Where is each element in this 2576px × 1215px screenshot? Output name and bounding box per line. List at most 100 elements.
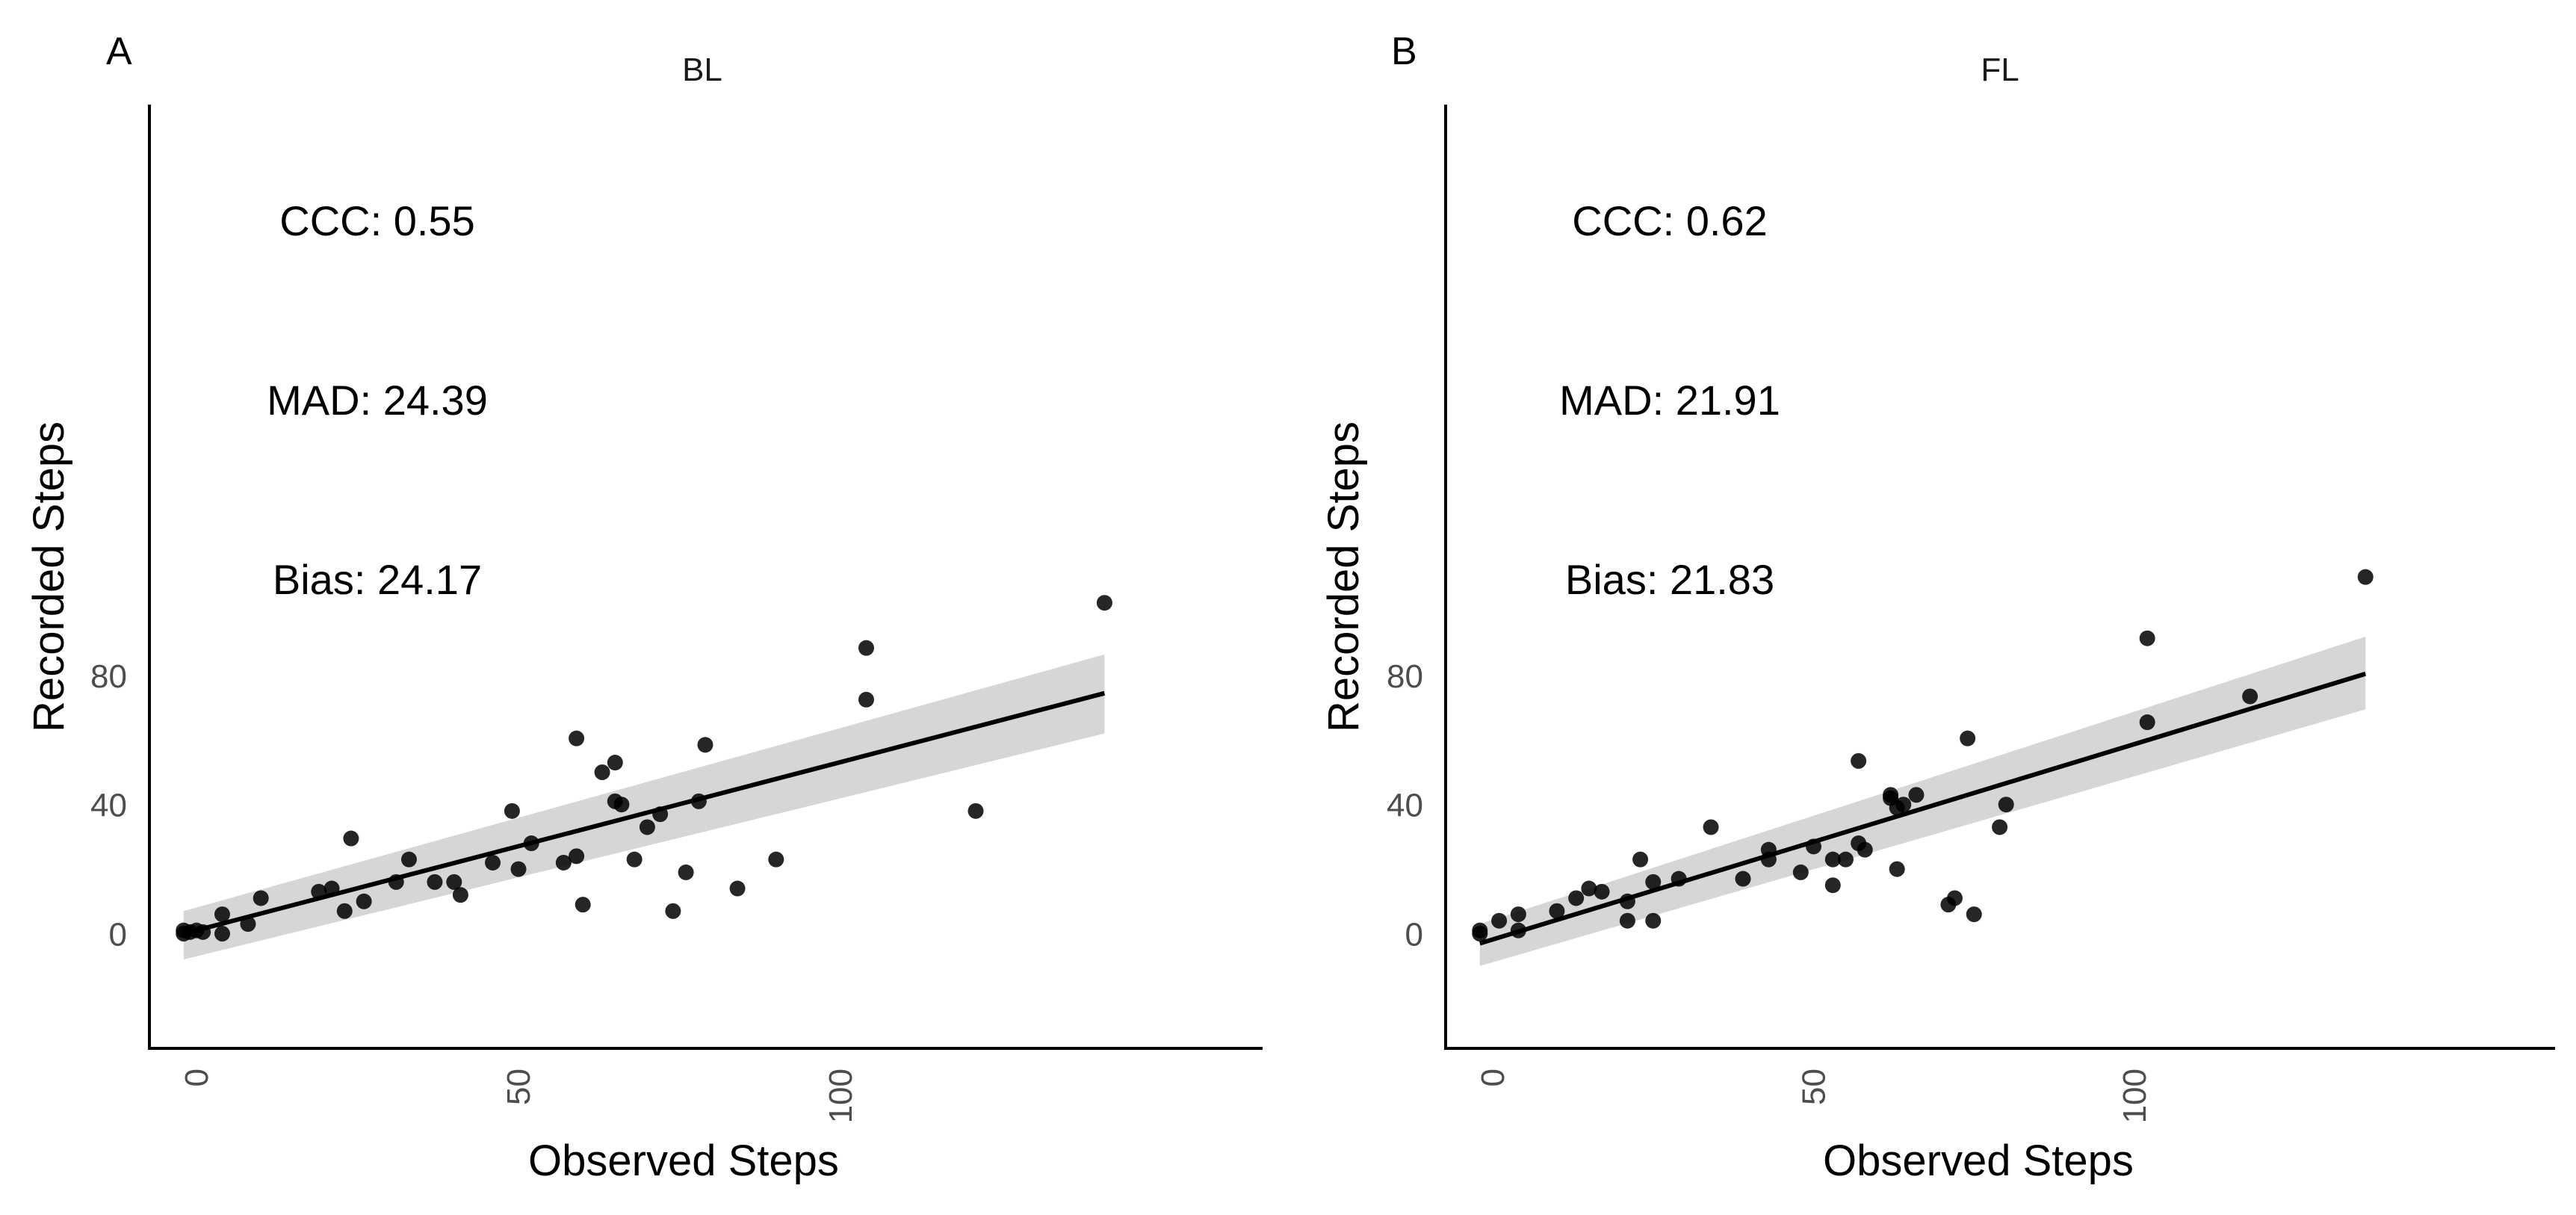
regression-line [183,690,1106,936]
data-point [452,887,468,903]
data-point [1568,890,1585,906]
confidence-band [183,654,1105,960]
data-point [2139,714,2155,731]
data-point [607,755,623,771]
x-tick-label: 50 [501,1069,537,1105]
data-point [1472,926,1488,942]
data-point [1895,797,1912,813]
data-point [1889,861,1905,877]
x-tick-labels: 0 50 100 [1475,1069,2153,1123]
panel-a: A BL CCC: 0.55 MAD: 24.39 Bias: 24.17 0 5… [25,30,1263,1185]
data-point [678,864,694,880]
data-point [569,730,585,746]
data-point [1908,787,1925,803]
x-tick-label: 100 [2117,1069,2153,1123]
data-point [253,890,269,906]
bias-annotation: Bias: 21.83 [1565,556,1774,603]
data-point [613,797,630,813]
data-point [1096,595,1112,611]
bias-annotation: Bias: 24.17 [273,556,482,603]
plot-area [1472,569,2374,966]
data-point [858,691,874,708]
x-tick-label: 0 [179,1069,215,1086]
data-point [1966,906,1982,923]
data-point [1857,841,1873,858]
x-axis-title: Observed Steps [1823,1137,2134,1185]
data-point [427,874,443,890]
data-point [729,880,746,897]
data-point [665,903,681,919]
data-point [555,854,572,871]
panel-title: FL [1981,52,2019,88]
mad-annotation: MAD: 21.91 [1559,377,1780,424]
data-point [510,861,527,877]
data-point [626,851,643,868]
data-point [1703,819,1719,835]
data-point [1632,851,1649,868]
x-tick-label: 0 [1475,1069,1511,1086]
data-point [1960,730,1976,746]
panel-label: A [106,30,132,73]
data-point [343,830,359,847]
y-tick-label: 0 [1405,917,1423,953]
y-tick-labels: 0 40 80 [90,658,127,953]
data-point [2139,630,2155,646]
data-point [1549,903,1565,919]
y-tick-label: 0 [109,917,127,953]
data-point [1645,912,1662,929]
x-tick-label: 100 [823,1069,859,1123]
data-point [1735,871,1751,887]
data-point [1594,883,1610,900]
confidence-band [1479,637,2366,966]
data-point [1792,864,1809,880]
y-tick-labels: 0 40 80 [1387,658,1423,953]
data-point [1510,906,1526,923]
y-tick-label: 80 [90,658,127,695]
panel-label: B [1391,30,1417,73]
x-tick-label: 50 [1796,1069,1833,1105]
data-point [1851,752,1867,769]
data-point [575,897,591,913]
data-point [214,926,230,942]
data-point [446,874,462,890]
y-axis-title: Recorded Steps [25,421,73,732]
data-point [569,848,585,865]
y-tick-label: 40 [90,788,127,824]
data-point [1491,912,1508,929]
regression-line [1479,671,2367,946]
data-point [214,906,230,923]
mad-annotation: MAD: 24.39 [267,377,488,424]
data-point [2357,569,2374,585]
data-point [1581,880,1597,897]
data-point [1619,912,1635,929]
data-point [1645,874,1662,890]
y-tick-label: 80 [1387,658,1423,695]
data-point [1837,851,1854,868]
data-point [485,854,501,871]
data-point [1992,819,2008,835]
data-point [967,803,984,819]
data-point [336,903,353,919]
y-tick-label: 40 [1387,788,1423,824]
data-point [639,819,655,835]
data-point [858,640,874,656]
data-point [1824,851,1841,868]
data-point [1946,890,1963,906]
ccc-annotation: CCC: 0.62 [1572,197,1767,244]
panel-b: B FL CCC: 0.62 MAD: 21.91 Bias: 21.83 0 5… [1319,30,2555,1185]
data-point [504,803,520,819]
panel-title: BL [682,52,722,88]
data-point [594,764,610,780]
ccc-annotation: CCC: 0.55 [279,197,474,244]
data-point [768,851,784,868]
data-point [697,737,713,753]
data-point [356,893,372,909]
plot-area [176,595,1112,960]
x-axis-title: Observed Steps [528,1137,839,1185]
x-tick-labels: 0 50 100 [179,1069,859,1123]
y-axis-title: Recorded Steps [1319,421,1368,732]
data-point [400,851,417,868]
data-point [1998,797,2014,813]
data-point [1824,877,1841,894]
